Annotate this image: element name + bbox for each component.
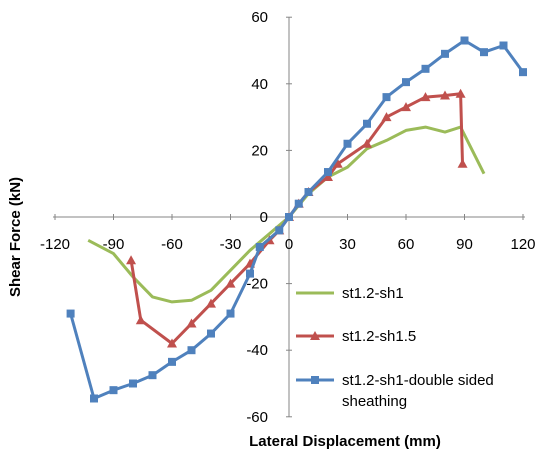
data-point-square	[226, 309, 235, 318]
data-point-square	[402, 78, 410, 87]
data-point-triangle	[310, 331, 320, 340]
x-axis-title: Lateral Displacement (mm)	[249, 433, 441, 450]
legend-item: st1.2-sh1.5	[296, 328, 416, 345]
data-point-triangle	[323, 172, 333, 182]
series-layer	[66, 36, 527, 403]
data-point-square	[343, 139, 352, 148]
legend: st1.2-sh1 st1.2-sh1.5 st1.2-sh1-double sid…	[296, 285, 494, 410]
series-3	[66, 36, 527, 403]
data-point-triangle	[420, 92, 431, 102]
y-tick-label: -40	[246, 342, 268, 359]
data-point-square	[109, 386, 118, 395]
y-tick-label: 40	[251, 76, 268, 93]
x-tick-label: 90	[456, 236, 473, 253]
data-point-square	[66, 309, 75, 318]
data-point-square	[275, 226, 284, 235]
y-ticks: 60 40 20 0 -20 -40 -60	[246, 9, 292, 426]
y-tick-label: 60	[251, 9, 268, 26]
data-point-square	[207, 329, 215, 338]
legend-item: st1.2-sh1	[296, 285, 404, 302]
legend-label: st1.2-sh1	[342, 285, 404, 302]
data-point-square	[441, 49, 449, 58]
y-tick-label: 20	[251, 142, 268, 159]
y-tick-label: 0	[260, 209, 268, 226]
x-tick-label: -60	[161, 236, 183, 253]
data-point-square	[148, 371, 157, 380]
data-point-square	[460, 36, 469, 45]
data-point-triangle	[126, 255, 137, 265]
data-point-square	[255, 242, 264, 251]
data-point-square	[294, 199, 303, 208]
legend-item: st1.2-sh1-double sided sheathing	[296, 372, 494, 410]
data-point-triangle	[225, 278, 236, 288]
data-point-square	[311, 376, 319, 384]
data-point-square	[187, 346, 196, 355]
x-tick-label: 120	[510, 236, 535, 253]
data-point-triangle	[186, 318, 197, 328]
x-tick-label: 30	[339, 236, 356, 253]
data-point-square	[90, 394, 98, 403]
y-axis-title: Shear Force (kN)	[7, 177, 24, 297]
y-tick-label: -60	[246, 409, 268, 426]
data-point-triangle	[206, 298, 216, 308]
data-point-square	[129, 379, 137, 388]
data-point-square	[304, 188, 313, 197]
x-ticks: -120 -90 -60 -30 0 30 60 90 120	[40, 214, 536, 253]
data-point-square	[324, 168, 332, 177]
x-tick-label: 0	[285, 236, 293, 253]
data-point-square	[421, 64, 430, 73]
data-point-triangle	[440, 90, 450, 100]
data-point-triangle	[455, 88, 466, 98]
data-point-triangle	[401, 102, 411, 112]
x-tick-label: -30	[220, 236, 242, 253]
x-tick-label: -90	[103, 236, 125, 253]
data-point-triangle	[362, 138, 372, 148]
data-point-square	[519, 68, 527, 77]
legend-label: st1.2-sh1.5	[342, 328, 416, 345]
data-point-triangle	[135, 315, 146, 325]
data-point-square	[285, 213, 293, 221]
data-point-triangle	[332, 158, 343, 168]
data-point-square	[480, 48, 488, 57]
data-point-triangle	[381, 112, 392, 122]
series-line	[129, 92, 464, 345]
legend-label: st1.2-sh1-double sided sheathing	[342, 372, 494, 410]
x-tick-label: 60	[398, 236, 415, 253]
data-point-square	[168, 357, 176, 366]
data-point-square	[499, 41, 508, 50]
data-point-square	[363, 119, 371, 128]
data-point-square	[246, 269, 254, 278]
x-tick-label: -120	[40, 236, 70, 253]
data-point-triangle	[167, 338, 177, 348]
data-point-triangle	[457, 158, 468, 168]
data-point-square	[382, 93, 391, 102]
y-tick-label: -20	[246, 276, 268, 293]
